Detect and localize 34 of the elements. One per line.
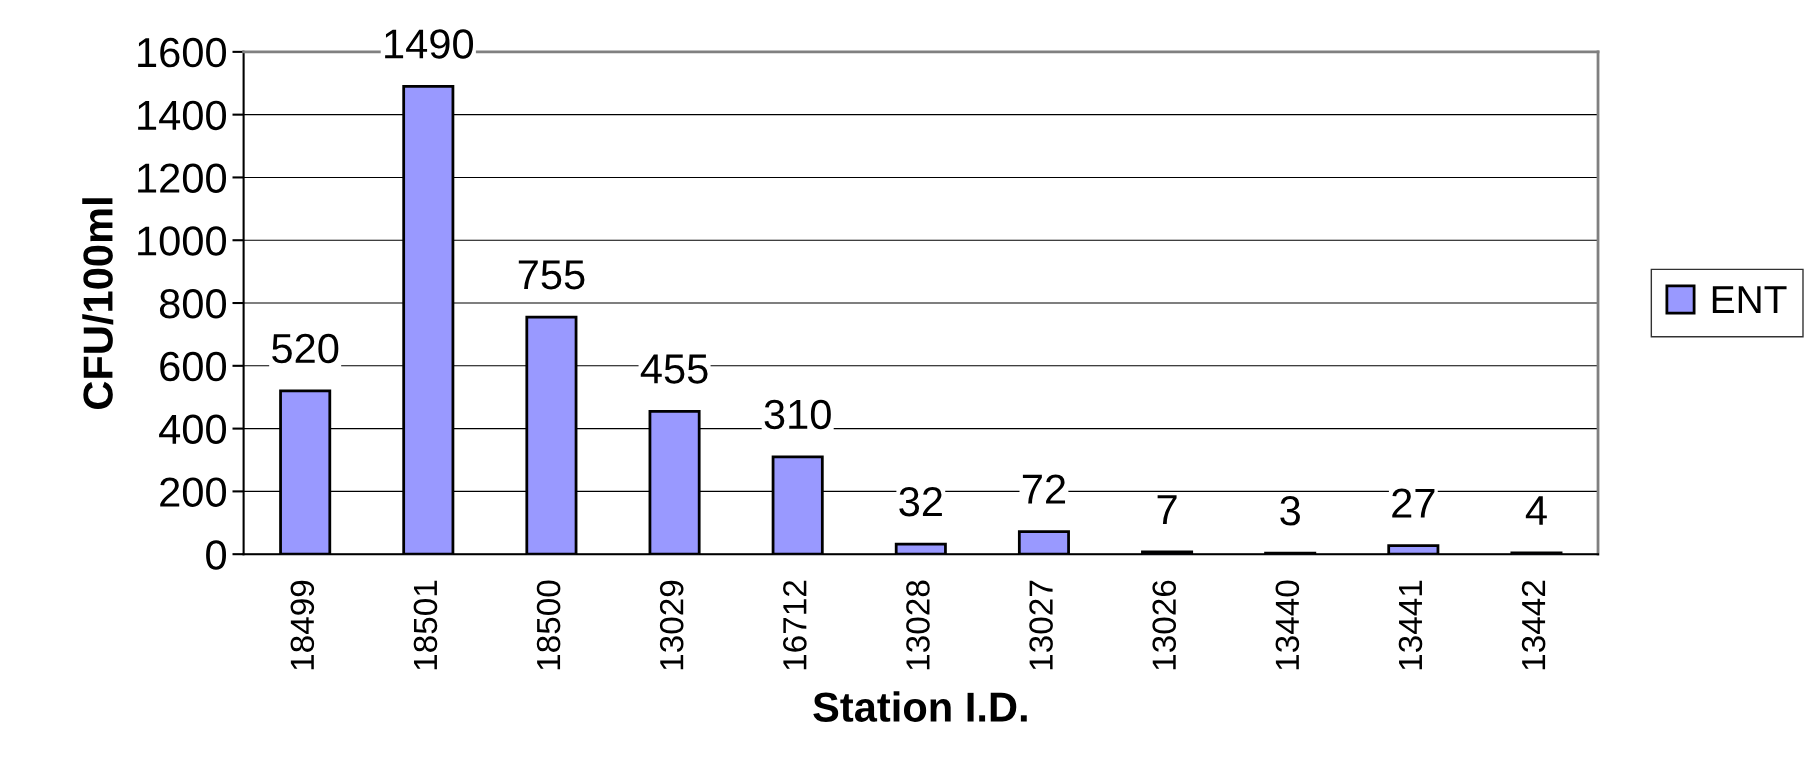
x-tick-label: 13027 [1029,580,1053,670]
data-label: 7 [1157,495,1177,524]
legend-label: ENT [1712,286,1787,314]
x-tick-label: 13442 [1521,580,1546,670]
x-tick-label: 13441 [1398,580,1423,670]
x-tick-label: 16712 [783,580,807,670]
x-axis-title: Station I.D. [813,691,1027,722]
data-label: 32 [899,486,942,517]
data-label: 755 [518,260,585,290]
data-label: 1490 [385,29,474,59]
data-label: 72 [1022,474,1066,504]
data-label: 27 [1392,488,1435,518]
y-tick-label: 1400 [138,100,227,131]
x-tick-label: 13440 [1275,580,1300,670]
data-label: 4 [1525,496,1547,525]
data-label: 3 [1280,496,1300,526]
y-tick-label: 1600 [138,37,227,68]
data-label: 455 [640,354,708,384]
y-tick-label: 800 [159,289,227,319]
y-tick-label: 400 [159,414,227,445]
x-tick-label: 18500 [536,580,561,670]
data-label: 520 [272,333,339,364]
y-tick-label: 0 [206,540,227,570]
x-tick-label: 13029 [659,580,684,670]
x-tick-label: 18501 [413,580,438,670]
x-tick-label: 18499 [290,580,315,670]
y-axis-title: CFU/100ml [82,198,114,409]
data-label: 310 [764,399,831,430]
y-tick-label: 600 [160,351,227,382]
y-tick-label: 1000 [138,226,227,256]
x-tick-label: 13028 [906,580,930,670]
y-tick-label: 200 [160,477,227,507]
x-tick-label: 13026 [1152,580,1177,670]
y-tick-label: 1200 [138,163,227,193]
